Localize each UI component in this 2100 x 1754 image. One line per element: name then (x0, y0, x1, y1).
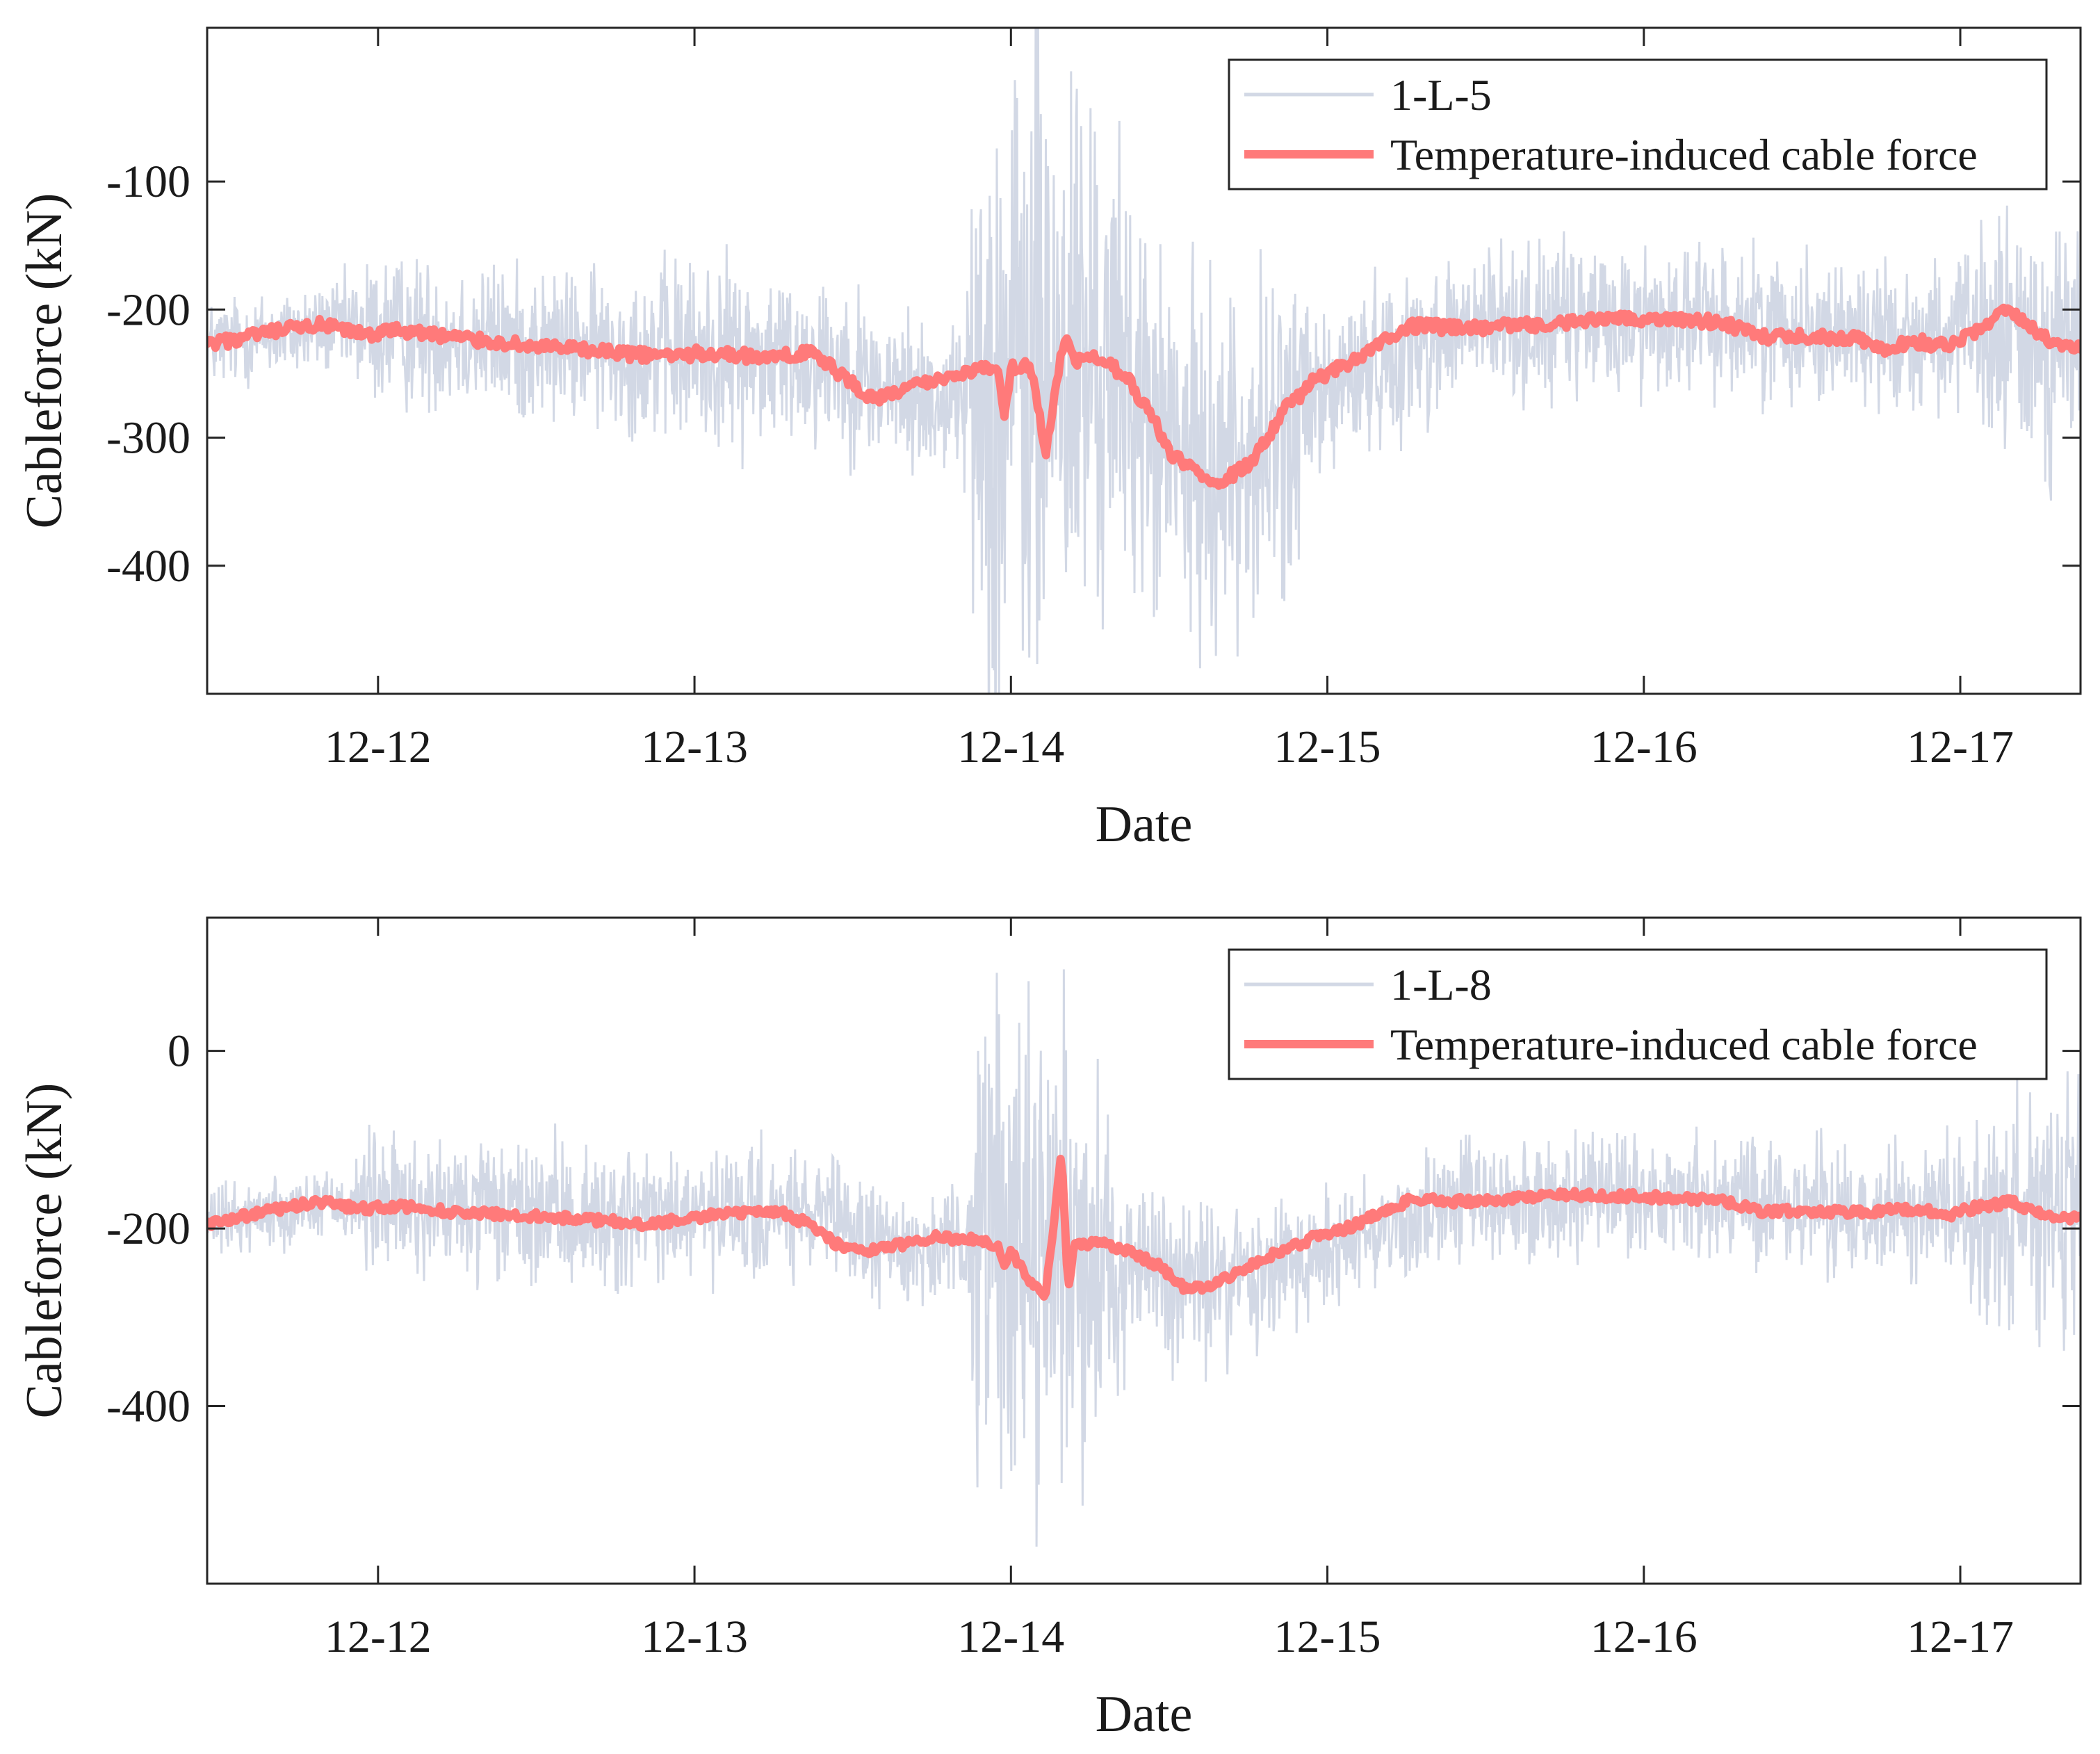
plot-area (207, 28, 2081, 694)
x-axis-title: Date (1096, 1686, 1193, 1743)
legend-box (1228, 948, 2048, 1080)
legend-label: 1-L-5 (1390, 70, 1492, 120)
legend: 1-L-8 Temperature-induced cable force (1228, 948, 2048, 1080)
y-tick-label: -400 (106, 1381, 190, 1432)
chart-panel-bottom: 12-12 12-13 12-14 12-15 12-16 12-17 0 -200 -400 D… (16, 916, 2082, 1743)
legend: 1-L-5 Temperature-induced cable force (1228, 58, 2048, 190)
x-tick-label: 12-15 (1274, 1611, 1381, 1662)
x-tick-label: 12-14 (957, 1611, 1064, 1662)
legend-label: Temperature-induced cable force (1390, 1020, 1978, 1069)
series-line-raw (207, 28, 2081, 694)
y-tick-label: -200 (106, 284, 190, 335)
x-tick-label: 12-14 (957, 722, 1064, 772)
y-tick-label: -100 (106, 156, 190, 207)
series-line-trend (207, 1155, 2081, 1301)
y-axis-title: Cableforce (kN) (16, 193, 73, 529)
y-tick-label: -400 (106, 541, 190, 592)
legend-label: 1-L-8 (1390, 960, 1492, 1009)
series-line-trend (207, 303, 2081, 490)
x-tick-label: 12-13 (641, 1611, 748, 1662)
x-tick-label: 12-16 (1590, 722, 1698, 772)
x-tick-label: 12-17 (1907, 722, 2014, 772)
x-tick-label: 12-15 (1274, 722, 1381, 772)
y-tick-label: -200 (106, 1203, 190, 1254)
y-tick-label: 0 (168, 1026, 190, 1077)
x-tick-label: 12-16 (1590, 1611, 1698, 1662)
y-tick-label: -300 (106, 413, 190, 464)
plot-area (207, 969, 2081, 1547)
y-axis-title: Cableforce (kN) (16, 1083, 73, 1419)
legend-label: Temperature-induced cable force (1390, 130, 1978, 179)
x-tick-label: 12-12 (325, 1611, 432, 1662)
x-tick-label: 12-17 (1907, 1611, 2014, 1662)
x-tick-label: 12-12 (325, 722, 432, 772)
x-tick-label: 12-13 (641, 722, 748, 772)
legend-box (1228, 58, 2048, 190)
axes-frame (206, 916, 2082, 1585)
chart-panel-top: 12-12 12-13 12-14 12-15 12-16 12-17 -100 -200 -3… (16, 26, 2082, 853)
axes-frame (206, 26, 2082, 695)
x-axis-title: Date (1096, 796, 1193, 853)
